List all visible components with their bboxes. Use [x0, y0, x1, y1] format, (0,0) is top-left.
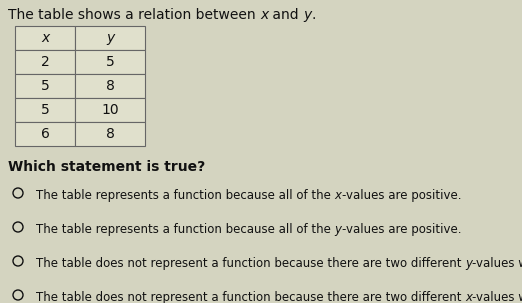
Text: y: y	[465, 257, 472, 270]
Bar	[15, 122, 75, 146]
Bar	[15, 50, 75, 74]
Text: and: and	[268, 8, 303, 22]
Text: 8: 8	[105, 127, 114, 141]
Text: 10: 10	[101, 103, 119, 117]
Text: 5: 5	[41, 79, 50, 93]
Text: y: y	[303, 8, 312, 22]
Bar	[15, 26, 75, 50]
Bar	[75, 26, 145, 50]
Text: The table represents a function because all of the: The table represents a function because …	[36, 223, 335, 236]
Text: y: y	[106, 31, 114, 45]
Bar	[15, 74, 75, 98]
Text: -values are positive.: -values are positive.	[341, 223, 461, 236]
Text: The table does not represent a function because there are two different: The table does not represent a function …	[36, 291, 465, 303]
Text: .: .	[312, 8, 316, 22]
Bar	[75, 122, 145, 146]
Bar	[15, 98, 75, 122]
Bar	[75, 74, 145, 98]
Text: 8: 8	[105, 79, 114, 93]
Bar	[75, 98, 145, 122]
Text: 5: 5	[105, 55, 114, 69]
Text: x: x	[465, 291, 472, 303]
Text: The table represents a function because all of the: The table represents a function because …	[36, 189, 335, 202]
Text: -values when the: -values when the	[472, 257, 522, 270]
Text: x: x	[260, 8, 268, 22]
Text: -values when the: -values when the	[472, 291, 522, 303]
Text: Which statement is true?: Which statement is true?	[8, 160, 205, 174]
Text: 5: 5	[41, 103, 50, 117]
Text: x: x	[41, 31, 49, 45]
Text: 2: 2	[41, 55, 50, 69]
Text: The table does not represent a function because there are two different: The table does not represent a function …	[36, 257, 465, 270]
Text: The table shows a relation between: The table shows a relation between	[8, 8, 260, 22]
Text: -values are positive.: -values are positive.	[341, 189, 461, 202]
Text: 6: 6	[41, 127, 50, 141]
Text: y: y	[335, 223, 341, 236]
Text: x: x	[335, 189, 341, 202]
Bar	[75, 50, 145, 74]
